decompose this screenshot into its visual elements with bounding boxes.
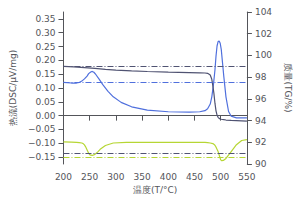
svg-text:400: 400 <box>160 172 177 182</box>
svg-text:0.10: 0.10 <box>35 83 55 93</box>
svg-text:94: 94 <box>255 116 267 126</box>
svg-text:热流(DSC/μV/mg): 热流(DSC/μV/mg) <box>8 50 18 126</box>
svg-text:92: 92 <box>255 137 266 147</box>
svg-text:300: 300 <box>107 172 124 182</box>
svg-text:0.05: 0.05 <box>35 97 55 107</box>
svg-text:−0.15: −0.15 <box>28 152 56 162</box>
svg-text:0.15: 0.15 <box>35 69 55 79</box>
svg-text:0.25: 0.25 <box>35 42 55 52</box>
svg-text:−0.05: −0.05 <box>28 124 56 134</box>
svg-text:104: 104 <box>255 7 272 17</box>
svg-text:96: 96 <box>255 94 267 104</box>
svg-text:90: 90 <box>255 159 267 169</box>
svg-text:98: 98 <box>255 72 267 82</box>
svg-text:350: 350 <box>134 172 151 182</box>
svg-text:0.00: 0.00 <box>35 111 55 121</box>
svg-text:0.20: 0.20 <box>35 55 55 65</box>
svg-text:550: 550 <box>238 172 255 182</box>
svg-text:0.30: 0.30 <box>35 28 55 38</box>
svg-text:0.35: 0.35 <box>35 14 55 24</box>
svg-text:450: 450 <box>186 172 203 182</box>
svg-text:200: 200 <box>55 172 72 182</box>
svg-text:102: 102 <box>255 29 272 39</box>
svg-text:−0.10: −0.10 <box>28 138 56 148</box>
svg-text:100: 100 <box>255 50 272 60</box>
svg-text:质量(TG/%): 质量(TG/%) <box>283 63 293 112</box>
svg-text:温度(T/°C): 温度(T/°C) <box>133 185 177 195</box>
svg-text:500: 500 <box>212 172 229 182</box>
svg-text:250: 250 <box>81 172 98 182</box>
